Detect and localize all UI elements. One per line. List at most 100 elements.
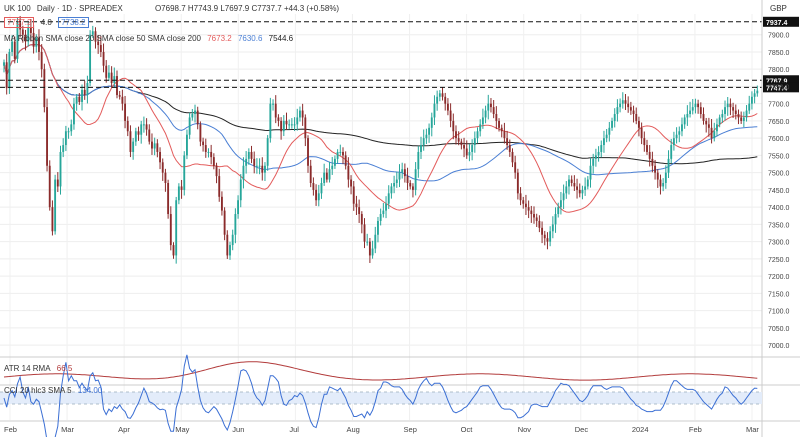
candle xyxy=(239,174,242,208)
candle-body xyxy=(713,131,716,139)
candle xyxy=(562,184,565,210)
candle-body xyxy=(705,120,708,125)
candle xyxy=(94,27,97,49)
candle-body xyxy=(323,172,326,183)
candle xyxy=(325,168,328,183)
candle xyxy=(600,140,603,158)
candle xyxy=(479,119,482,137)
candle xyxy=(538,215,541,233)
y-tick-label: 7550.0 xyxy=(768,153,790,160)
candle-body xyxy=(524,203,527,208)
ask-price[interactable]: 7738.2 xyxy=(58,17,89,28)
cci-band xyxy=(0,392,762,404)
candle xyxy=(417,145,420,178)
candle-body xyxy=(659,179,662,187)
candle-body xyxy=(229,245,231,256)
candle xyxy=(750,91,753,110)
candle-body xyxy=(62,145,65,152)
candle-body xyxy=(441,93,444,97)
candle-body xyxy=(312,183,315,190)
candle-body xyxy=(635,114,638,121)
candle xyxy=(140,120,143,144)
candle-body xyxy=(156,143,159,152)
candle-body xyxy=(280,120,283,132)
candle-body xyxy=(113,76,116,83)
candle xyxy=(89,30,92,87)
candle xyxy=(336,149,339,164)
candle xyxy=(258,158,261,175)
candle-body xyxy=(422,138,425,146)
candle xyxy=(611,117,613,131)
candle xyxy=(473,131,476,153)
candle-body xyxy=(296,117,299,125)
candle-body xyxy=(16,22,19,59)
candle-body xyxy=(293,124,296,126)
candle-body xyxy=(379,214,382,221)
candle-body xyxy=(231,234,234,246)
candle-body xyxy=(495,114,498,121)
candle xyxy=(3,59,5,73)
candle xyxy=(476,127,479,144)
candle-body xyxy=(99,45,102,52)
candle xyxy=(581,185,584,200)
candle-body xyxy=(363,224,366,242)
candle xyxy=(151,133,153,155)
candle xyxy=(317,184,320,207)
candle xyxy=(285,112,288,131)
atr-label[interactable]: ATR 14 RMA xyxy=(4,364,51,373)
ma-legend-label[interactable]: MA Ribbon SMA close 20 SMA close 50 SMA … xyxy=(4,34,201,43)
candle-body xyxy=(420,145,422,152)
candle xyxy=(342,147,344,165)
candle xyxy=(603,130,605,153)
candle-body xyxy=(557,207,560,215)
candle-body xyxy=(183,155,186,190)
bid-price[interactable]: 7737.2 xyxy=(4,17,35,28)
candle-body xyxy=(126,120,129,132)
candle xyxy=(226,230,229,259)
candle xyxy=(35,34,38,53)
candle xyxy=(121,89,124,111)
candle xyxy=(5,53,8,95)
symbol-name[interactable]: UK 100 xyxy=(4,4,31,13)
candle-body xyxy=(710,127,713,139)
cci-label[interactable]: CCI 20 hlc3 SMA 5 xyxy=(4,386,72,395)
candle-body xyxy=(476,131,479,139)
candle-body xyxy=(94,31,97,42)
candle xyxy=(301,103,304,126)
candle xyxy=(716,118,718,137)
y-tick-label: 7250.0 xyxy=(768,257,790,264)
candle xyxy=(390,183,393,199)
candle xyxy=(511,148,514,168)
x-tick-label: Nov xyxy=(518,425,532,434)
candle xyxy=(527,200,530,219)
candle xyxy=(385,196,387,219)
candle-body xyxy=(255,165,258,167)
candle-body xyxy=(54,179,57,232)
candle xyxy=(646,139,648,155)
x-tick-label: Dec xyxy=(575,425,589,434)
candle xyxy=(199,121,202,147)
sma50-layer xyxy=(3,43,758,182)
candle-body xyxy=(664,172,667,183)
candle xyxy=(608,121,611,142)
candle-body xyxy=(409,183,412,187)
interval-label[interactable]: Daily · 1D · SPREADEX xyxy=(36,4,123,13)
candle xyxy=(382,203,385,218)
candle xyxy=(328,161,331,183)
candle-body xyxy=(299,110,301,118)
candle xyxy=(204,138,207,158)
candle xyxy=(352,181,355,211)
candle-body xyxy=(134,131,137,142)
candle-body xyxy=(697,103,700,108)
candle-body xyxy=(40,51,43,70)
candle-body xyxy=(619,103,622,108)
candle-body xyxy=(180,186,183,190)
candle xyxy=(156,139,159,158)
candle xyxy=(471,139,474,161)
candle-body xyxy=(3,62,5,66)
candle xyxy=(288,119,291,130)
sma200-value: 7544.6 xyxy=(268,34,294,43)
x-tick-label: Feb xyxy=(689,425,702,434)
